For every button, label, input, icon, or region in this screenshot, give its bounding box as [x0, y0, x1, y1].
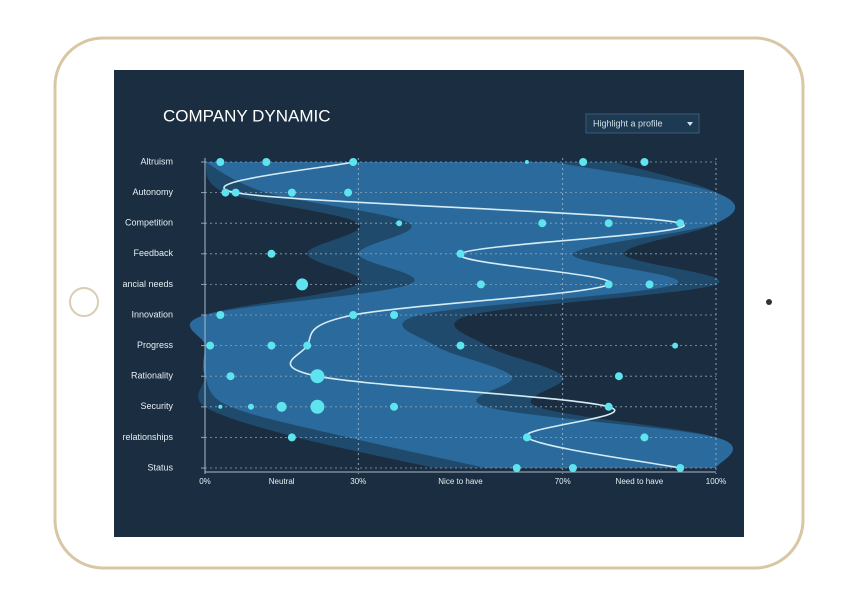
- camera: [766, 299, 772, 305]
- dot: [672, 342, 679, 349]
- y-tick-label: Rationality: [131, 371, 174, 381]
- dot: [221, 188, 230, 197]
- y-tick-label: Progress: [137, 340, 174, 350]
- zone-label: Need to have: [616, 477, 664, 486]
- dot: [614, 372, 623, 381]
- dot: [349, 311, 358, 319]
- dot: [344, 188, 353, 197]
- profile-line: [223, 161, 685, 469]
- zone-label: Nice to have: [438, 477, 483, 486]
- dot: [676, 219, 685, 228]
- dot: [604, 402, 613, 411]
- dot: [296, 278, 309, 291]
- dot: [267, 341, 276, 350]
- dot: [640, 433, 649, 442]
- dot: [287, 433, 296, 442]
- x-tick-label: 30%: [350, 477, 366, 486]
- y-tick-label: Autonomy: [132, 187, 173, 197]
- dot: [524, 160, 529, 164]
- dropdown-caret: [687, 122, 693, 126]
- dropdown[interactable]: [585, 113, 700, 134]
- dot: [267, 249, 276, 258]
- y-tick-label: Competition: [125, 218, 173, 228]
- y-tick-label: relationships: [122, 432, 173, 442]
- dot: [303, 341, 312, 350]
- dot: [676, 464, 685, 472]
- dot: [216, 311, 225, 319]
- dot: [512, 464, 521, 472]
- dot: [349, 158, 358, 166]
- y-tick-label: Altruism: [140, 156, 173, 166]
- dot: [276, 401, 287, 412]
- dot: [456, 341, 465, 350]
- y-tick-label: Security: [140, 401, 173, 411]
- dot: [262, 158, 271, 166]
- dot: [247, 403, 254, 410]
- dot: [310, 399, 325, 414]
- dropdown-label[interactable]: Highlight a profile: [593, 118, 663, 128]
- dot: [604, 280, 613, 289]
- zone-label: Neutral: [269, 477, 295, 486]
- dot: [476, 280, 485, 289]
- dot: [456, 249, 465, 258]
- y-tick-label: Feedback: [133, 248, 173, 258]
- dot: [216, 158, 225, 166]
- x-tick-label: 100%: [706, 477, 726, 486]
- x-tick-label: 70%: [555, 477, 571, 486]
- dot: [287, 188, 296, 197]
- dot: [579, 158, 588, 166]
- dot: [568, 464, 577, 472]
- chart-title: COMPANY DYNAMIC: [163, 106, 331, 125]
- dot: [218, 404, 223, 409]
- x-tick-label: 0%: [199, 477, 211, 486]
- dot: [226, 372, 235, 381]
- y-tick-label: Innovation: [131, 309, 173, 319]
- dot: [522, 433, 531, 442]
- dot: [645, 280, 654, 289]
- dot: [390, 311, 399, 319]
- band: [189, 162, 736, 468]
- dot: [604, 219, 613, 228]
- dot: [231, 188, 240, 197]
- dot: [310, 369, 325, 384]
- dot: [390, 402, 399, 411]
- home-button: [69, 287, 99, 317]
- dot: [396, 220, 403, 227]
- y-tick-label: ancial needs: [122, 279, 173, 289]
- y-tick-label: Status: [147, 462, 173, 472]
- dot: [538, 219, 547, 228]
- dot: [640, 158, 649, 166]
- dot: [206, 341, 215, 350]
